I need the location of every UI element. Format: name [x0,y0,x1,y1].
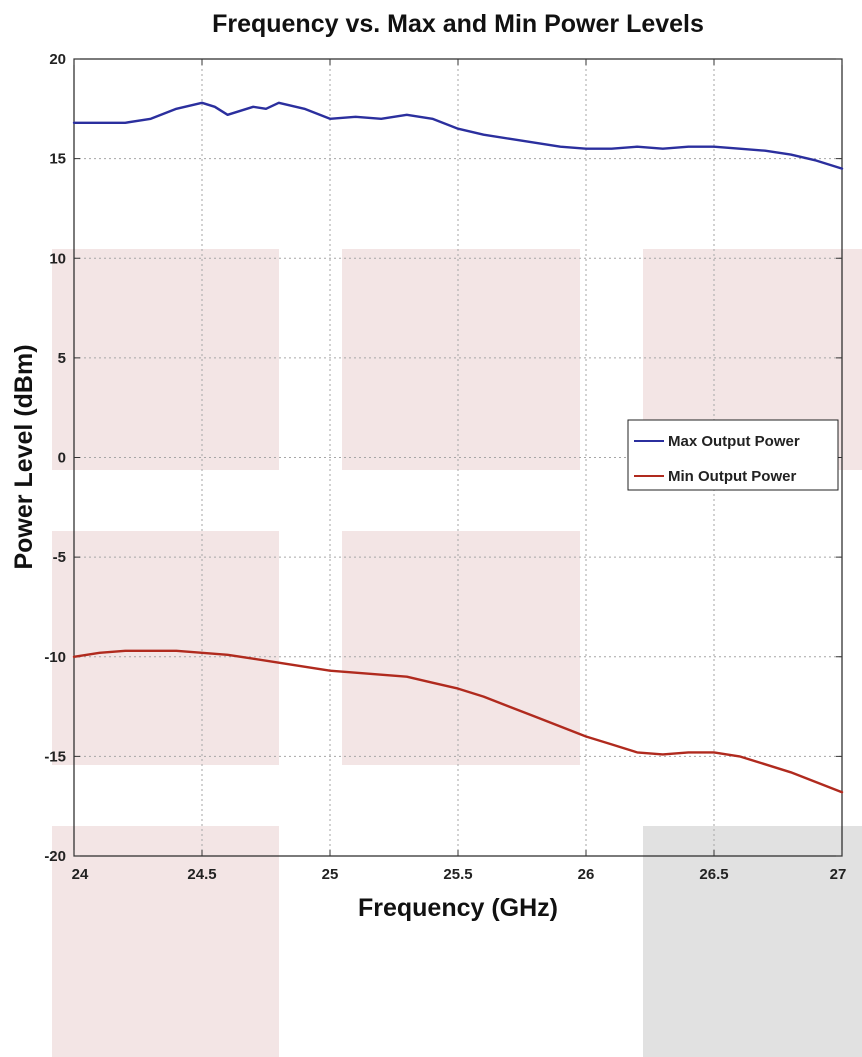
x-axis-label: Frequency (GHz) [358,894,558,922]
y-axis-label: Power Level (dBm) [10,344,38,569]
highlight-overlay-gray [643,826,862,1057]
y-tick-label: 15 [49,151,66,168]
highlight-overlay [52,249,279,470]
legend-box [627,419,839,491]
x-tick-label: 25.5 [443,866,472,883]
highlight-overlay [342,531,580,765]
y-tick-label: -5 [53,549,66,566]
highlight-overlay [52,826,279,1057]
y-tick-label: -15 [44,748,66,765]
highlight-overlay [342,249,580,470]
x-tick-label: 26.5 [699,866,728,883]
x-tick-label: 24.5 [187,866,216,883]
chart-title: Frequency vs. Max and Min Power Levels [212,10,704,38]
legend: Max Output Power Min Output Power [627,419,839,491]
x-tick-label: 27 [830,866,847,883]
x-tick-label: 24 [72,866,89,883]
x-tick-label: 26 [578,866,595,883]
legend-label-max-output-power: Max Output Power [668,433,800,450]
y-tick-label: 5 [58,350,66,367]
y-tick-label: 10 [49,250,66,267]
y-tick-label: -10 [44,649,66,666]
highlight-overlay [52,531,279,765]
series-layer [72,101,844,794]
x-tick-label: 25 [322,866,339,883]
series-line-min-output-power [72,649,844,794]
y-tick-label: -20 [44,848,66,865]
series-line-max-output-power [72,101,844,170]
y-tick-label: 20 [49,51,66,68]
y-tick-label: 0 [58,450,66,467]
legend-label-min-output-power: Min Output Power [668,468,796,485]
highlight-overlays [52,249,862,1057]
ticks: 24 24.5 25 25.5 26 26.5 27 20 15 10 5 0 -5 -10 -15 -20 [44,51,846,883]
